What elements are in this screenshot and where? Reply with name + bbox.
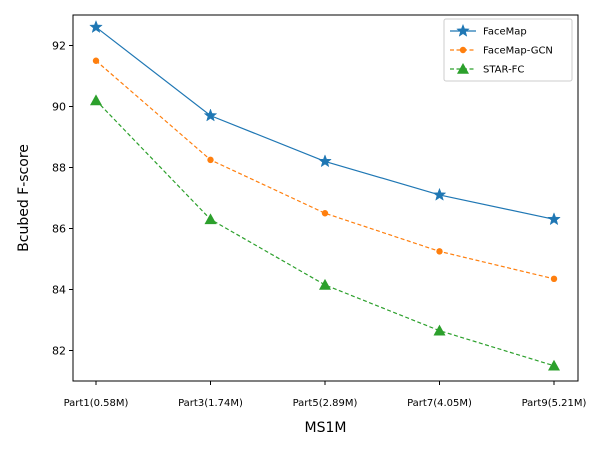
data-point [318,154,332,168]
x-tick-label: Part5(2.89M) [293,398,358,409]
legend-marker [457,63,469,74]
data-point [89,19,103,34]
x-axis: Part1(0.58M) Part3(1.74M) Part5(2.89M) Part… [64,381,587,409]
x-tick-label: Part9(5.21M) [522,398,587,409]
legend-label: FaceMap [483,27,527,38]
y-axis: 82 84 86 88 90 92 [52,40,73,358]
legend: FaceMap FaceMap-GCN STAR-FC [443,18,573,82]
y-tick-label: 92 [52,40,66,53]
y-tick-label: 82 [52,345,66,358]
y-tick-label: 84 [52,284,66,297]
legend-label: FaceMap-GCN [483,46,553,57]
series-line-2 [95,60,555,280]
data-point [207,156,214,164]
y-axis-label: Bcubed F-score [16,144,32,252]
data-point [436,248,443,255]
data-point [548,359,560,371]
data-point [319,278,331,290]
data-point [203,108,218,122]
x-tick-label: Part3(1.74M) [178,398,243,409]
y-tick-label: 86 [52,223,66,236]
data-point [433,324,446,336]
legend-marker [456,23,470,37]
x-axis-label: MS1M [305,420,347,436]
x-tick-label: Part1(0.58M) [64,398,129,409]
x-tick-label: Part7(4.05M) [407,398,472,409]
data-point [92,57,100,64]
data-point [547,212,561,226]
data-point [550,275,558,283]
data-point [321,210,329,217]
legend-marker [459,46,467,54]
data-point [432,187,447,201]
legend-label: STAR-FC [483,65,524,76]
y-tick-label: 90 [52,101,66,114]
legend-box [443,18,573,82]
data-point [204,213,217,225]
y-tick-label: 88 [52,162,66,175]
series-markers [89,19,561,371]
data-point [90,94,102,106]
